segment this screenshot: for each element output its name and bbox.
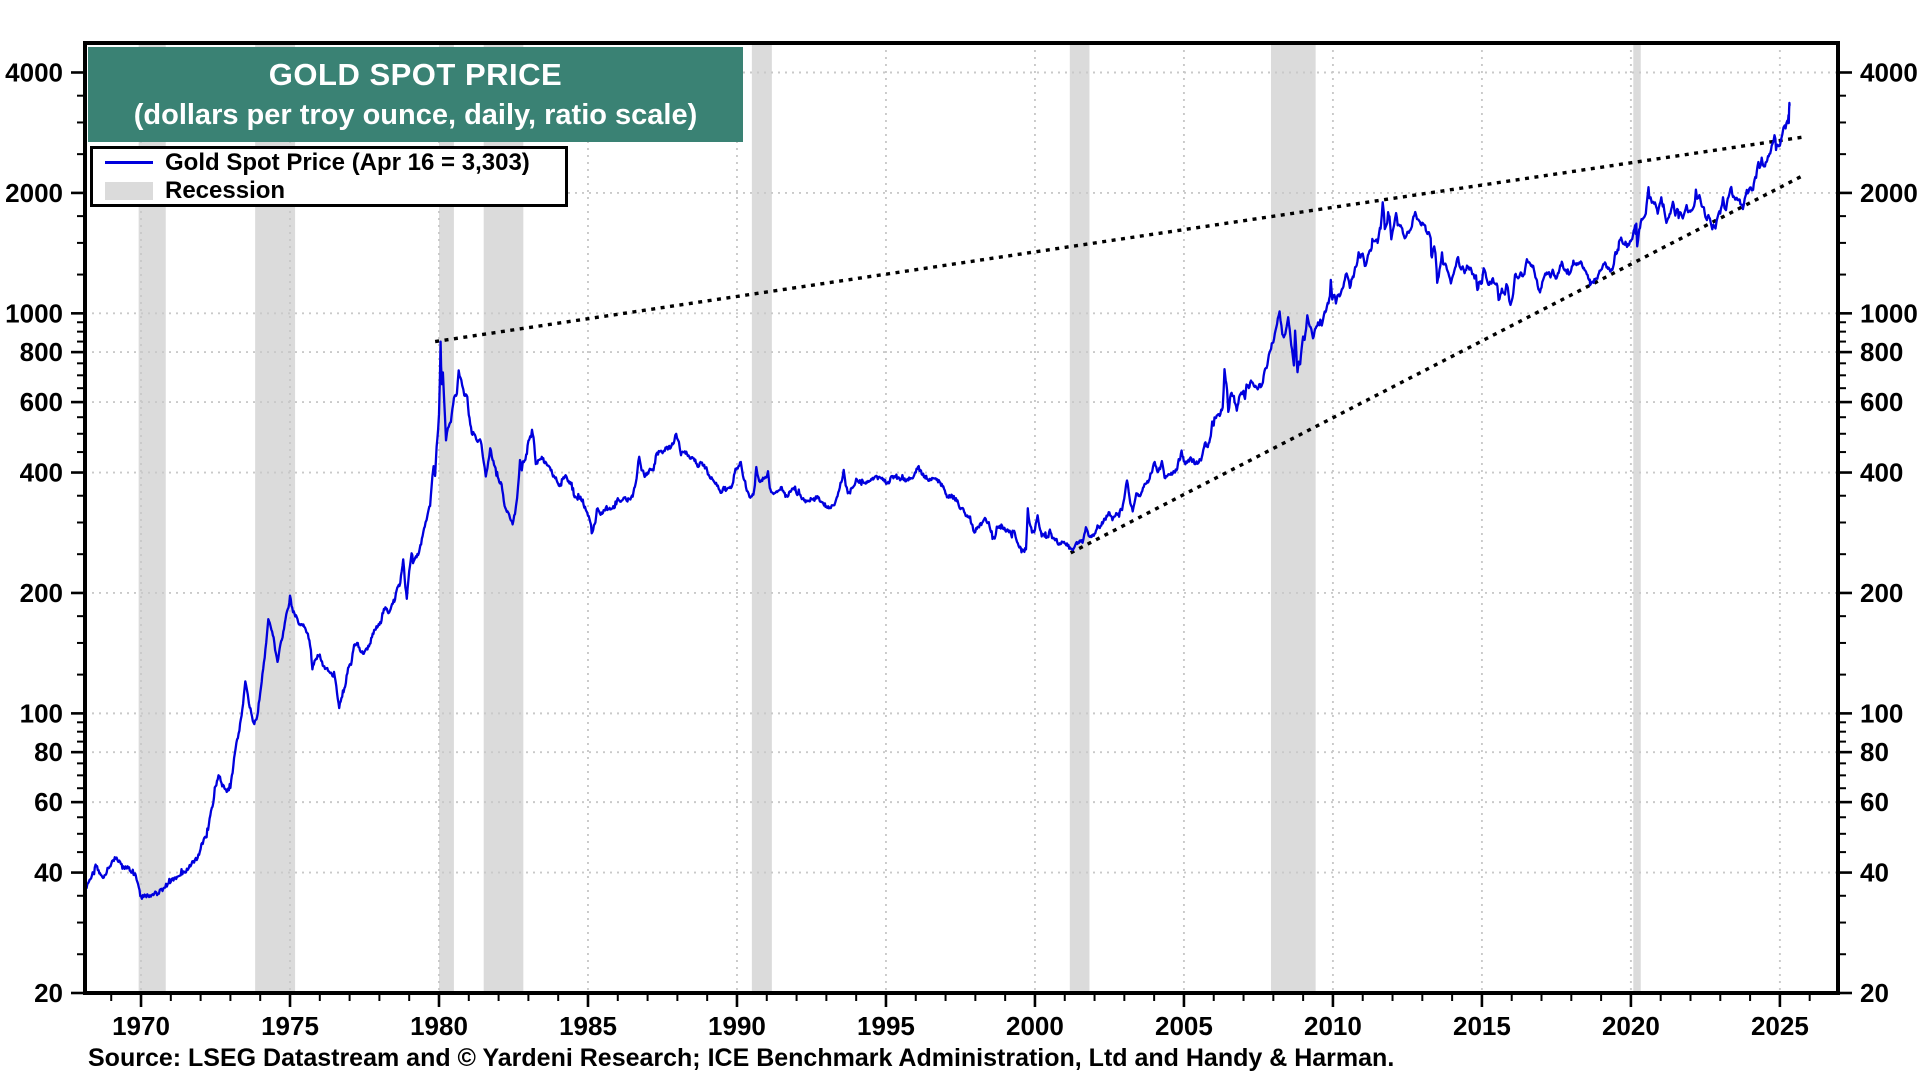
y-axis-label-right: 60 (1860, 787, 1889, 817)
gold-line-swatch (105, 161, 153, 164)
recession-band (1069, 45, 1090, 991)
x-axis-label: 1990 (708, 1011, 766, 1041)
legend-label-gold: Gold Spot Price (Apr 16 = 3,303) (165, 148, 530, 176)
x-axis-label: 1980 (410, 1011, 468, 1041)
x-axis-label: 2025 (1751, 1011, 1809, 1041)
y-axis-label-right: 1000 (1860, 298, 1918, 328)
recession-band (1633, 45, 1641, 991)
recession-swatch (105, 181, 153, 200)
gold-price-line (83, 101, 1791, 900)
y-axis-label-right: 80 (1860, 737, 1889, 767)
y-axis-label-left: 40 (34, 858, 63, 888)
chart-subtitle: (dollars per troy ounce, daily, ratio sc… (133, 99, 698, 131)
legend-item-gold: Gold Spot Price (Apr 16 = 3,303) (105, 148, 565, 176)
recession-band (1270, 45, 1316, 991)
plot-frame (83, 41, 1840, 995)
y-axis-label-left: 800 (20, 337, 63, 367)
y-axis-label-left: 2000 (5, 178, 63, 208)
x-axis-label: 1985 (559, 1011, 617, 1041)
y-axis-label-right: 100 (1860, 698, 1903, 728)
legend-label-recession: Recession (165, 176, 286, 204)
y-axis-label-left: 400 (20, 458, 63, 488)
chart-title: GOLD SPOT PRICE (268, 57, 563, 92)
y-axis-label-right: 20 (1860, 978, 1889, 1008)
upper-channel-trendline (434, 135, 1804, 344)
y-axis-label-left: 1000 (5, 298, 63, 328)
x-axis-label: 2005 (1155, 1011, 1213, 1041)
x-axis-label: 1995 (857, 1011, 915, 1041)
y-axis-label-right: 800 (1860, 337, 1903, 367)
y-axis-label-right: 600 (1860, 387, 1903, 417)
source-note: Source: LSEG Datastream and © Yardeni Re… (88, 1044, 1395, 1072)
y-axis-label-right: 200 (1860, 578, 1903, 608)
y-axis-label-left: 60 (34, 787, 63, 817)
y-axis-label-right: 400 (1860, 458, 1903, 488)
chart-legend: Gold Spot Price (Apr 16 = 3,303) Recessi… (90, 146, 568, 207)
y-axis-label-left: 200 (20, 578, 63, 608)
x-axis-label: 2010 (1304, 1011, 1362, 1041)
x-axis-label: 2000 (1006, 1011, 1064, 1041)
recession-band (751, 45, 772, 991)
x-axis-label: 2020 (1602, 1011, 1660, 1041)
chart-title-box: GOLD SPOT PRICE (dollars per troy ounce,… (88, 47, 743, 142)
y-axis-label-right: 4000 (1860, 57, 1918, 87)
x-axis-label: 2015 (1453, 1011, 1511, 1041)
legend-item-recession: Recession (105, 176, 565, 204)
y-axis-label-right: 40 (1860, 858, 1889, 888)
y-axis-label-left: 4000 (5, 57, 63, 87)
y-axis-label-right: 2000 (1860, 178, 1918, 208)
lower-channel-trendline (1069, 173, 1805, 555)
x-axis-label: 1975 (261, 1011, 319, 1041)
y-axis-label-left: 80 (34, 737, 63, 767)
y-axis-label-left: 100 (20, 698, 63, 728)
recession-band (438, 45, 454, 991)
x-axis-label: 1970 (112, 1011, 170, 1041)
y-axis-label-left: 20 (34, 978, 63, 1008)
y-axis-label-left: 600 (20, 387, 63, 417)
